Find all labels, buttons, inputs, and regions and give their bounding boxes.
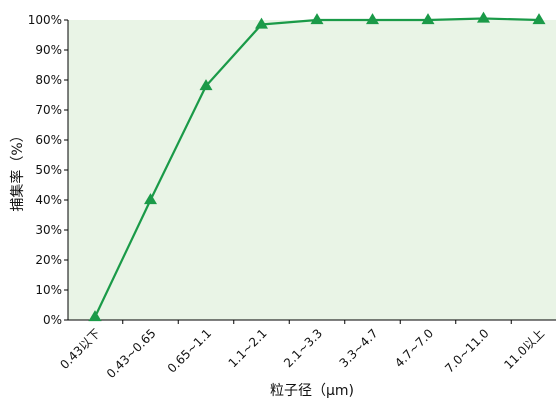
x-tick-label: 0.43~0.65: [104, 326, 159, 381]
x-tick-label: 3.3~4.7: [337, 326, 381, 370]
data-point-marker: [144, 193, 157, 205]
x-tick-label: 4.7~7.0: [392, 326, 436, 370]
series: [88, 11, 546, 322]
y-tick-label: 20%: [35, 253, 62, 267]
x-tick-label: 2.1~3.3: [281, 326, 325, 370]
data-point-marker: [477, 11, 490, 23]
y-tick-label: 50%: [35, 163, 62, 177]
y-axis: 0% 10% 20% 30% 40% 50% 60% 70% 80% 90% 100%: [28, 13, 69, 327]
data-point-marker: [199, 79, 213, 91]
data-point-marker: [88, 310, 102, 322]
x-tick-label: 11.0以上: [501, 326, 547, 372]
y-tick-label: 70%: [35, 103, 62, 117]
y-tick-label: 90%: [35, 43, 62, 57]
data-point-marker: [366, 13, 379, 25]
x-tick-label: 1.1~2.1: [226, 326, 270, 370]
y-tick-label: 100%: [28, 13, 62, 27]
x-axis-title: 粒子径（μm): [270, 383, 354, 399]
y-tick-label: 10%: [35, 283, 62, 297]
x-tick-label: 7.0~11.0: [442, 326, 491, 375]
x-tick-label: 0.43以下: [57, 326, 103, 372]
data-point-marker: [532, 13, 546, 25]
y-axis-title: 捕集率（%）: [9, 128, 26, 211]
y-tick-label: 80%: [35, 73, 62, 87]
y-tick-label: 60%: [35, 133, 62, 147]
y-tick-label: 30%: [35, 223, 62, 237]
y-tick-label: 40%: [35, 193, 62, 207]
data-point-marker: [421, 13, 435, 25]
data-point-marker: [310, 13, 324, 25]
x-tick-label: 0.65~1.1: [165, 326, 214, 375]
y-tick-label: 0%: [43, 313, 62, 327]
plot-area: [68, 20, 556, 320]
data-point-marker: [255, 17, 268, 29]
x-axis: 0.43以下 0.43~0.65 0.65~1.1 1.1~2.1 2.1~3.3 3.3…: [57, 319, 556, 381]
